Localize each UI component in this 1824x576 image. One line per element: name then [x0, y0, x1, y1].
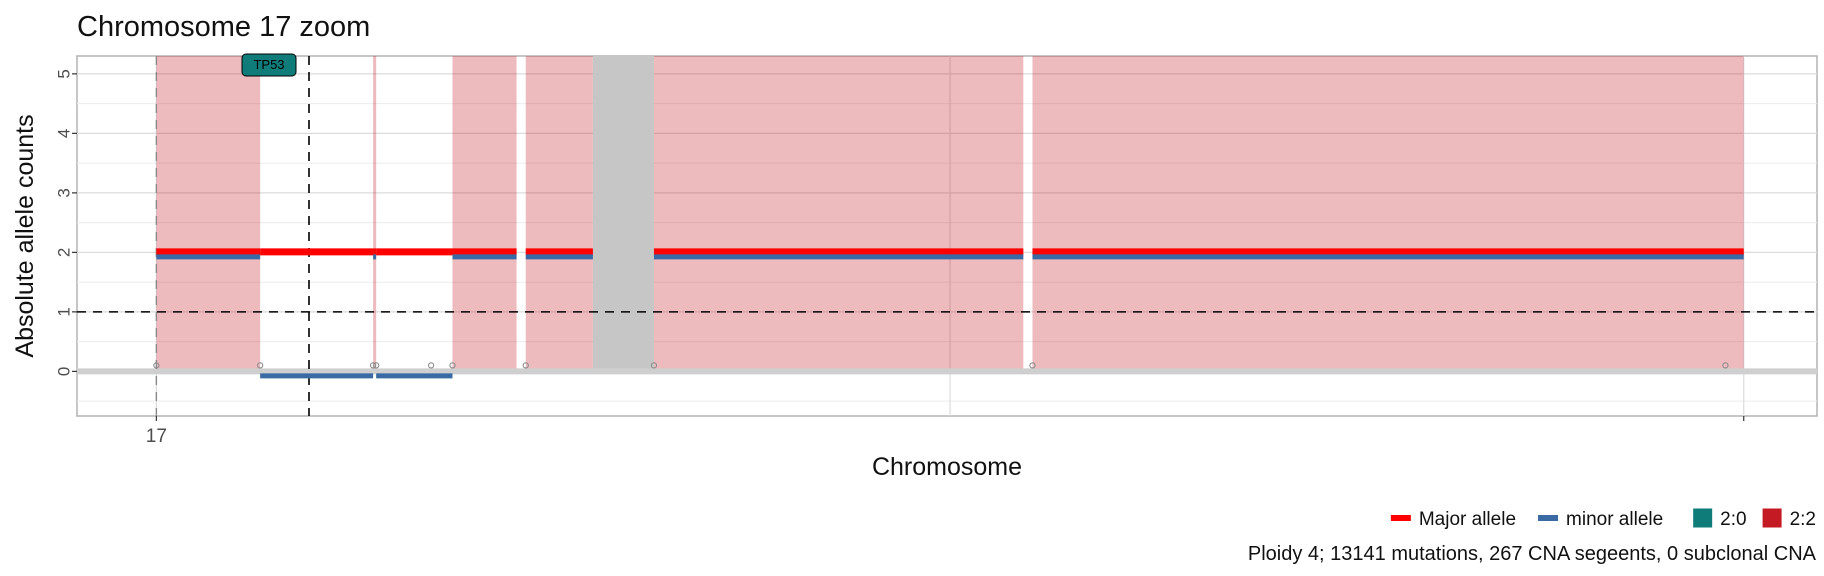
legend-label: Major allele — [1419, 509, 1516, 530]
y-tick-label: 3 — [55, 188, 74, 197]
major-allele-segment — [653, 248, 1024, 256]
breakpoint-marker — [427, 362, 435, 369]
minor-allele-segment — [525, 254, 593, 260]
allele-segments — [156, 248, 1744, 379]
minor-allele-segment — [452, 254, 517, 260]
breakpoint-marker — [650, 362, 658, 369]
breakpoint-marker — [153, 362, 160, 369]
karyotype-region — [156, 56, 261, 372]
gene-marker: TP53 — [241, 53, 297, 77]
breakpoint-marker — [257, 362, 264, 369]
plot-border — [76, 55, 1818, 417]
legend-key-line — [1390, 515, 1411, 521]
minor-allele-segment — [260, 373, 374, 379]
y-tick-label: 2 — [55, 248, 74, 257]
y-tick-label: 0 — [55, 367, 74, 376]
no-data-region — [592, 56, 654, 372]
minor-allele-segment — [373, 254, 377, 260]
legend: Major allele minor allele 2:0 2:2 — [1390, 508, 1816, 530]
gene-label-box — [241, 53, 297, 77]
shaded-regions — [156, 56, 1744, 372]
y-tick-label: 1 — [55, 307, 74, 316]
caption: Ploidy 4; 13141 mutations, 267 CNA segee… — [1248, 543, 1817, 565]
breakpoint-marker — [449, 362, 456, 369]
x-axis-label: Chromosome — [872, 453, 1022, 481]
reference-lines — [77, 56, 1817, 416]
karyotype-region — [653, 56, 1024, 372]
major-allele-segment — [525, 248, 593, 256]
major-allele-segment — [156, 248, 261, 256]
legend-key-box — [1693, 508, 1713, 528]
minor-allele-segment — [376, 373, 453, 379]
chart-title: Chromosome 17 zoom — [77, 11, 370, 43]
minor-allele-segment — [653, 254, 1024, 260]
major-allele-segment — [373, 248, 377, 256]
major-allele-segment — [452, 248, 517, 256]
breakpoint-marker — [373, 362, 380, 369]
breakpoints — [153, 362, 1729, 369]
y-axis-label: Absolute allele counts — [11, 114, 39, 357]
minor-allele-segment — [1032, 254, 1744, 260]
breakpoint-marker — [1722, 362, 1729, 369]
y-tick-label: 5 — [55, 69, 74, 78]
breakpoint-marker — [369, 362, 377, 369]
legend-key-box — [1762, 508, 1782, 528]
karyotype-region — [525, 56, 593, 372]
x-tick-label: 17 — [146, 426, 167, 447]
legend-label: 2:0 — [1720, 509, 1746, 530]
breakpoint-marker — [1029, 362, 1036, 369]
breakpoint-marker — [522, 362, 529, 369]
legend-label: 2:2 — [1790, 509, 1816, 530]
axes: 0 1 2 3 4 5 17 — [55, 69, 1745, 447]
minor-allele-segment — [156, 254, 261, 260]
karyotype-region — [373, 56, 377, 372]
karyotype-region — [452, 56, 517, 372]
gene-label: TP53 — [253, 57, 284, 72]
karyotype-region — [1032, 56, 1744, 372]
legend-key-line — [1538, 515, 1559, 521]
legend-label: minor allele — [1566, 509, 1663, 530]
major-allele-segment — [260, 248, 374, 256]
major-allele-segment — [376, 248, 453, 256]
y-tick-label: 4 — [55, 129, 74, 138]
major-allele-segment — [1032, 248, 1744, 256]
